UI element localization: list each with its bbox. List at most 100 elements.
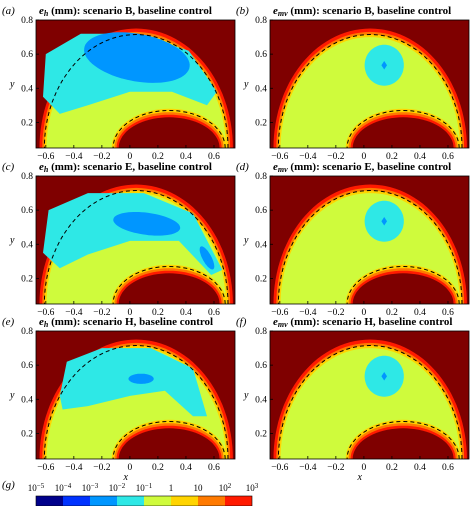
colorbar-segment [117, 496, 144, 506]
x-tick-label: 0 [362, 152, 367, 162]
x-tick-label: 0.4 [180, 308, 192, 318]
y-tick-label: 0.8 [21, 172, 33, 182]
x-tick-label: −0.6 [37, 152, 54, 162]
outer-boundary [277, 33, 463, 148]
panel-c: (c) eh (mm): scenario E, baseline control… [2, 161, 236, 318]
y-tick-label: 0.8 [21, 16, 33, 26]
x-tick-label: 0 [128, 463, 133, 473]
y-tick-label: 0.6 [21, 361, 33, 371]
heatmap-field [270, 331, 469, 459]
outer-boundary [43, 344, 229, 459]
colorbar-tick-label: 102 [219, 482, 232, 493]
x-tick-label: 0 [362, 308, 367, 318]
inner-boundary [112, 265, 226, 304]
y-tick-label: 0.4 [255, 240, 267, 250]
x-tick-label: −0.4 [65, 152, 82, 162]
colorbar-tick-label: 103 [246, 482, 259, 493]
colorbar-segment [90, 496, 117, 506]
y-tick-label: 0.2 [255, 118, 267, 128]
x-axis-label: x [357, 472, 363, 483]
x-tick-label: −0.2 [327, 308, 344, 318]
y-tick-label: 0.2 [21, 118, 33, 128]
inner-boundary [346, 109, 460, 148]
panel-label: (c) [2, 161, 15, 173]
plot-frame [269, 175, 470, 305]
x-tick-label: −0.6 [271, 463, 288, 473]
x-tick-label: 0.6 [208, 308, 220, 318]
colorbar-segment [171, 496, 198, 506]
x-axis-label: x [123, 472, 129, 483]
panel-a: (a) eh (mm): scenario B, baseline control… [2, 5, 236, 162]
x-tick-label: −0.2 [93, 152, 110, 162]
x-tick-label: 0 [128, 308, 133, 318]
panel-label: (b) [236, 5, 249, 17]
x-tick-label: −0.2 [93, 308, 110, 318]
colorbar-label: (g) [2, 479, 15, 491]
x-tick-label: 0.6 [208, 152, 220, 162]
panel-title: emv (mm): scenario E, baseline control [273, 161, 451, 174]
x-tick-label: 0.4 [414, 308, 426, 318]
y-tick-label: 0.8 [255, 172, 267, 182]
plot-frame [35, 175, 236, 305]
x-tick-label: 0.2 [386, 152, 398, 162]
y-axis-label: y [9, 390, 15, 401]
panel-title: emv (mm): scenario B, baseline control [273, 5, 451, 18]
panel-title: emv (mm): scenario H, baseline control [273, 316, 452, 329]
region-1e-3 [381, 371, 388, 381]
y-tick-label: 0.6 [21, 206, 33, 216]
x-tick-label: 0.2 [386, 308, 398, 318]
outer-boundary [277, 189, 463, 304]
colorbar-tick-label: 10−1 [136, 482, 153, 493]
y-tick-label: 0.8 [21, 327, 33, 337]
panel-f: (f) emv (mm): scenario H, baseline contro… [236, 316, 470, 483]
x-tick-label: −0.4 [299, 463, 316, 473]
heatmap-field [270, 20, 469, 148]
y-axis-label: y [243, 390, 249, 401]
colorbar-tick-label: 10−2 [109, 482, 126, 493]
colorbar-segment [63, 496, 90, 506]
x-tick-label: −0.2 [93, 463, 110, 473]
panel-d: (d) emv (mm): scenario E, baseline contro… [236, 161, 470, 318]
y-tick-label: 0.4 [255, 395, 267, 405]
x-tick-label: 0.6 [442, 308, 454, 318]
plot-frame [35, 19, 236, 149]
x-tick-label: 0.6 [442, 463, 454, 473]
y-tick-label: 0.6 [255, 50, 267, 60]
x-tick-label: −0.6 [37, 308, 54, 318]
panel-title: eh (mm): scenario H, baseline control [39, 316, 213, 329]
y-tick-label: 0.2 [21, 274, 33, 284]
region-1e-3 [128, 373, 154, 384]
x-tick-label: −0.2 [327, 152, 344, 162]
y-tick-label: 0.2 [21, 429, 33, 439]
hole-1e3 [118, 273, 220, 304]
y-tick-label: 0.6 [21, 50, 33, 60]
region-1e-3 [84, 32, 190, 83]
panel-label: (e) [2, 316, 15, 328]
x-tick-label: −0.4 [65, 463, 82, 473]
y-axis-label: y [9, 235, 15, 246]
y-axis-label: y [243, 235, 249, 246]
x-tick-label: 0.2 [386, 463, 398, 473]
panel-label: (a) [2, 5, 15, 17]
plot-frame [35, 330, 236, 460]
y-axis-label: y [9, 79, 15, 90]
y-tick-label: 0.4 [21, 240, 33, 250]
x-tick-label: 0 [128, 152, 133, 162]
y-tick-label: 0.8 [255, 327, 267, 337]
x-tick-label: −0.6 [271, 308, 288, 318]
y-tick-label: 0.6 [255, 206, 267, 216]
panel-b: (b) emv (mm): scenario B, baseline contro… [236, 5, 470, 162]
panel-title: eh (mm): scenario E, baseline control [39, 161, 212, 174]
hole-1e3 [352, 117, 454, 148]
region-1e-3 [113, 212, 181, 236]
y-axis-label: y [243, 79, 249, 90]
panel-e: (e) eh (mm): scenario H, baseline control… [2, 316, 236, 483]
colorbar-segment [36, 496, 63, 506]
colorbar-segment [198, 496, 225, 506]
y-tick-label: 0.2 [255, 429, 267, 439]
x-tick-label: −0.6 [271, 152, 288, 162]
hole-1e3 [352, 273, 454, 304]
x-tick-label: 0.6 [208, 463, 220, 473]
colorbar-frame [35, 495, 253, 506]
x-tick-label: 0.4 [180, 463, 192, 473]
